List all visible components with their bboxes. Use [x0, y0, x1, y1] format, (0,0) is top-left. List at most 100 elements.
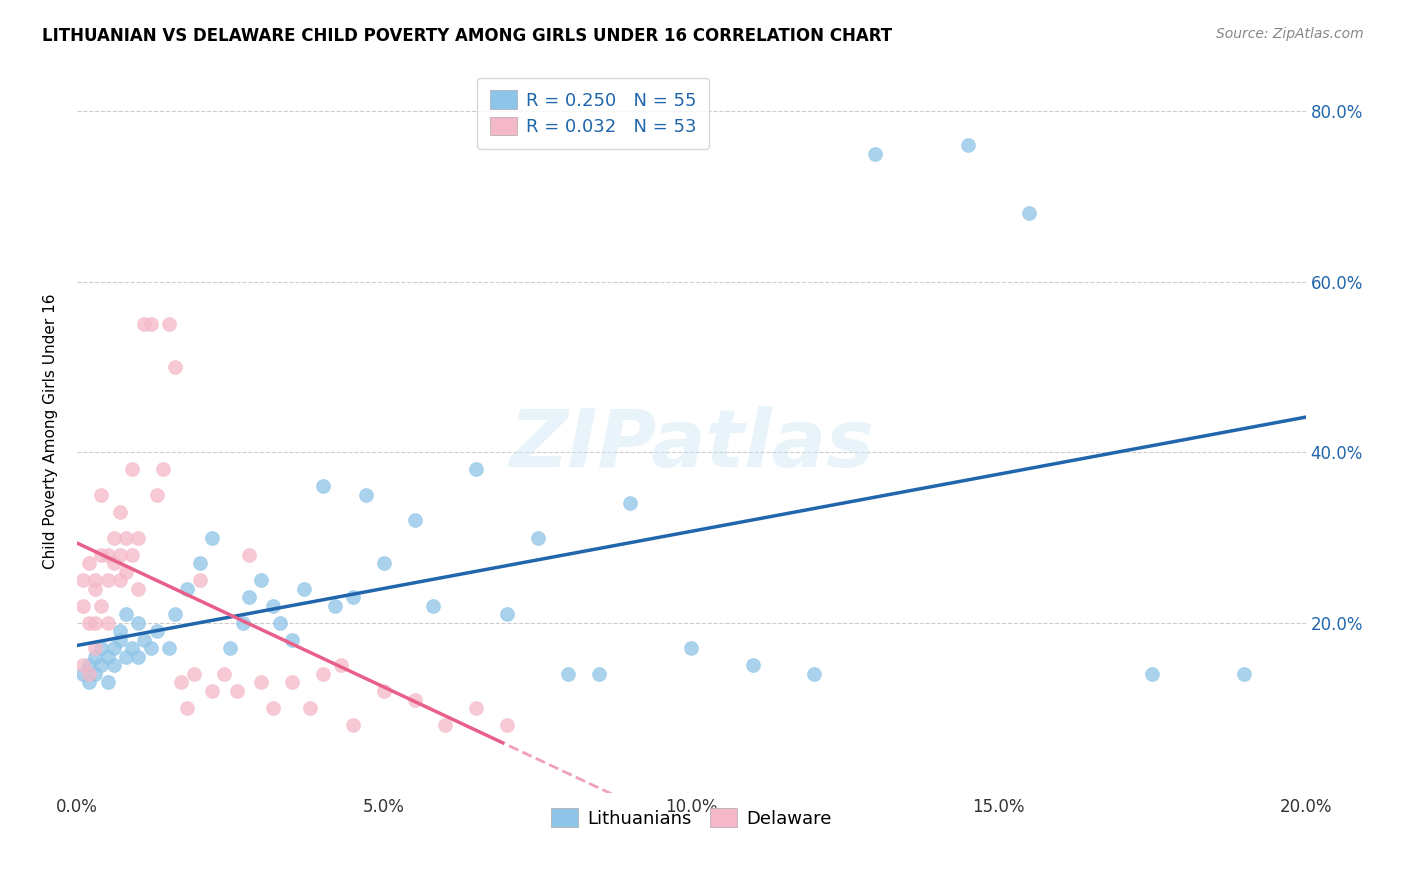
Point	[292, 582, 315, 596]
Point	[557, 667, 579, 681]
Point	[121, 548, 143, 562]
Point	[84, 582, 107, 596]
Point	[103, 658, 125, 673]
Point	[188, 556, 211, 570]
Point	[145, 488, 167, 502]
Point	[103, 531, 125, 545]
Point	[77, 556, 100, 570]
Point	[619, 496, 641, 510]
Point	[262, 599, 284, 613]
Point	[115, 649, 138, 664]
Point	[84, 615, 107, 630]
Point	[1233, 667, 1256, 681]
Point	[681, 641, 703, 656]
Point	[281, 675, 304, 690]
Text: Source: ZipAtlas.com: Source: ZipAtlas.com	[1216, 27, 1364, 41]
Point	[165, 607, 187, 622]
Point	[72, 667, 94, 681]
Point	[465, 701, 488, 715]
Point	[496, 718, 519, 732]
Point	[77, 675, 100, 690]
Point	[232, 615, 254, 630]
Point	[97, 675, 120, 690]
Point	[108, 505, 131, 519]
Point	[127, 582, 149, 596]
Point	[145, 624, 167, 639]
Point	[1018, 206, 1040, 220]
Point	[103, 556, 125, 570]
Point	[115, 531, 138, 545]
Point	[311, 479, 333, 493]
Point	[176, 701, 198, 715]
Point	[72, 573, 94, 587]
Point	[103, 641, 125, 656]
Point	[139, 641, 162, 656]
Point	[127, 649, 149, 664]
Point	[90, 658, 112, 673]
Point	[115, 607, 138, 622]
Point	[121, 641, 143, 656]
Point	[90, 548, 112, 562]
Point	[865, 146, 887, 161]
Point	[956, 138, 979, 153]
Point	[97, 649, 120, 664]
Point	[77, 658, 100, 673]
Point	[152, 462, 174, 476]
Legend: Lithuanians, Delaware: Lithuanians, Delaware	[544, 801, 838, 835]
Point	[342, 591, 364, 605]
Point	[250, 573, 273, 587]
Point	[108, 573, 131, 587]
Point	[176, 582, 198, 596]
Point	[170, 675, 193, 690]
Point	[741, 658, 763, 673]
Point	[188, 573, 211, 587]
Point	[201, 684, 224, 698]
Point	[72, 658, 94, 673]
Point	[121, 462, 143, 476]
Point	[84, 641, 107, 656]
Point	[238, 548, 260, 562]
Point	[803, 667, 825, 681]
Point	[330, 658, 353, 673]
Point	[238, 591, 260, 605]
Point	[157, 318, 180, 332]
Point	[434, 718, 457, 732]
Point	[157, 641, 180, 656]
Point	[311, 667, 333, 681]
Point	[201, 531, 224, 545]
Text: LITHUANIAN VS DELAWARE CHILD POVERTY AMONG GIRLS UNDER 16 CORRELATION CHART: LITHUANIAN VS DELAWARE CHILD POVERTY AMO…	[42, 27, 893, 45]
Point	[588, 667, 610, 681]
Point	[127, 531, 149, 545]
Point	[165, 359, 187, 374]
Point	[269, 615, 291, 630]
Point	[84, 649, 107, 664]
Point	[108, 632, 131, 647]
Point	[225, 684, 247, 698]
Point	[354, 488, 377, 502]
Text: ZIPatlas: ZIPatlas	[509, 407, 873, 484]
Point	[262, 701, 284, 715]
Point	[84, 667, 107, 681]
Point	[134, 632, 156, 647]
Point	[84, 573, 107, 587]
Point	[77, 615, 100, 630]
Point	[108, 624, 131, 639]
Point	[97, 573, 120, 587]
Point	[250, 675, 273, 690]
Point	[526, 531, 548, 545]
Point	[404, 692, 426, 706]
Point	[183, 667, 205, 681]
Point	[97, 548, 120, 562]
Point	[90, 488, 112, 502]
Point	[373, 684, 395, 698]
Point	[108, 548, 131, 562]
Point	[214, 667, 236, 681]
Point	[299, 701, 322, 715]
Point	[97, 615, 120, 630]
Point	[115, 565, 138, 579]
Point	[219, 641, 242, 656]
Point	[404, 513, 426, 527]
Point	[342, 718, 364, 732]
Point	[127, 615, 149, 630]
Point	[465, 462, 488, 476]
